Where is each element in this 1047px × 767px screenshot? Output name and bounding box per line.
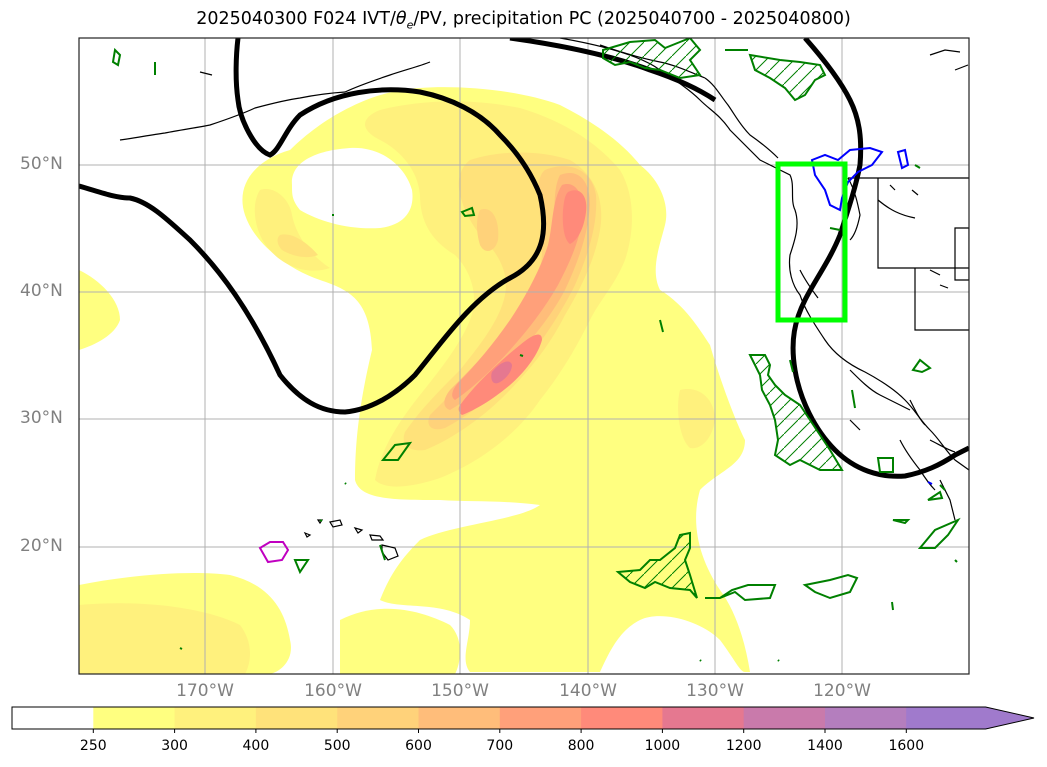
ivt-250-region-southcenter (340, 608, 460, 674)
colorbar-tick-label: 1400 (807, 738, 843, 754)
lon-label-140w: 140°W (559, 681, 617, 701)
colorbar-cell (174, 707, 257, 729)
colorbar-tick-label: 250 (79, 738, 107, 754)
colorbar-cell (418, 707, 501, 729)
theta-e-contours (111, 38, 961, 662)
colorbar-tick-label: 400 (242, 738, 270, 754)
colorbar-tick-label: 1200 (725, 738, 762, 754)
ivt-250-region-west (79, 270, 120, 350)
colorbar-tick-label: 500 (323, 738, 351, 754)
ivt-800-region-upper (562, 190, 587, 244)
colorbar-tick-label: 1000 (644, 738, 681, 754)
colorbar-cell (825, 707, 907, 729)
colorbar-cell (662, 707, 745, 729)
target-region-box (775, 161, 848, 323)
lon-label-150w: 150°W (431, 681, 489, 701)
colorbar-tick-label: 700 (486, 738, 514, 754)
lon-label-170w: 170°W (176, 681, 234, 701)
lat-label-40n: 40°N (20, 281, 63, 301)
ivt-1000-region (491, 361, 512, 384)
colorbar-cell (499, 707, 582, 729)
colorbar-cell (743, 707, 826, 729)
lat-label-30n: 30°N (20, 408, 63, 428)
colorbar-cell (581, 707, 663, 729)
colorbar-cell (93, 707, 176, 729)
colorbar-tick-label: 1600 (888, 738, 925, 754)
magenta-contours (258, 541, 290, 564)
colorbar-cell (337, 707, 419, 729)
ivt-hole (291, 147, 413, 229)
colorbar (11, 706, 1035, 733)
lon-label-120w: 120°W (813, 681, 871, 701)
ivt-700-region (452, 184, 584, 400)
colorbar-outline (11, 706, 1035, 730)
ivt-400-region-left (277, 234, 318, 258)
colorbar-cell (12, 707, 94, 729)
colorbar-cell (255, 707, 338, 729)
lat-label-50n: 50°N (20, 154, 63, 174)
ivt-300-region-southwest (79, 603, 250, 674)
lon-label-160w: 160°W (304, 681, 362, 701)
ivt-300-region-left (254, 189, 330, 271)
plot-frame (78, 37, 970, 675)
colorbar-tick-label: 300 (161, 738, 188, 754)
lon-label-130w: 130°W (686, 681, 744, 701)
colorbar-extend-arrow (906, 707, 1034, 729)
blue-contours (810, 146, 933, 485)
map-title: 2025040300 F024 IVT/θe/PV, precipitation… (196, 9, 851, 32)
colorbar-tick-label: 800 (567, 738, 595, 754)
ivt-500-region-small (477, 209, 499, 252)
ivt-filled-contours (79, 87, 750, 674)
colorbar-tick-label: 600 (405, 738, 432, 754)
lat-label-20n: 20°N (20, 536, 63, 556)
